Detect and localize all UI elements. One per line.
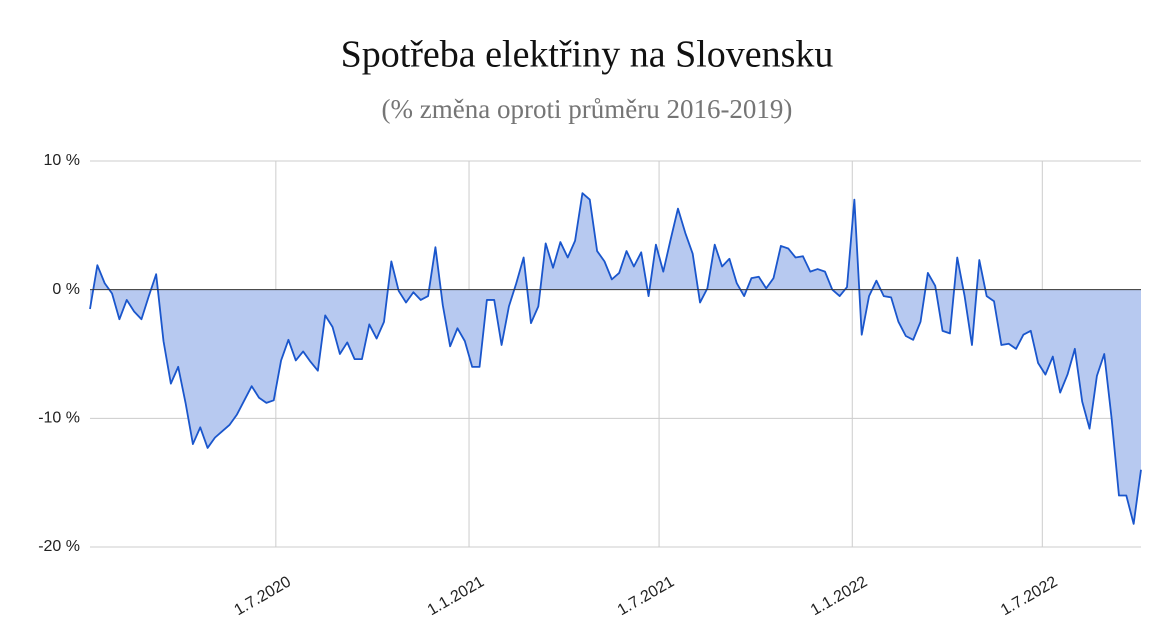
y-tick-label: -10 % [38, 410, 80, 427]
y-tick-label: -20 % [38, 538, 80, 555]
x-tick-label: 1.7.2022 [998, 573, 1061, 619]
y-tick-label: 10 % [44, 152, 80, 169]
y-tick-label: 0 % [52, 281, 80, 298]
area-fill [90, 193, 1141, 524]
chart-subtitle: (% změna oproti průměru 2016-2019) [382, 94, 793, 124]
x-tick-label: 1.7.2021 [615, 573, 678, 619]
chart-title: Spotřeba elektřiny na Slovensku [341, 34, 834, 76]
x-tick-label: 1.1.2021 [425, 573, 488, 619]
x-tick-label: 1.7.2020 [232, 573, 295, 619]
x-tick-label: 1.1.2022 [808, 573, 871, 619]
line [89, 192, 1142, 525]
